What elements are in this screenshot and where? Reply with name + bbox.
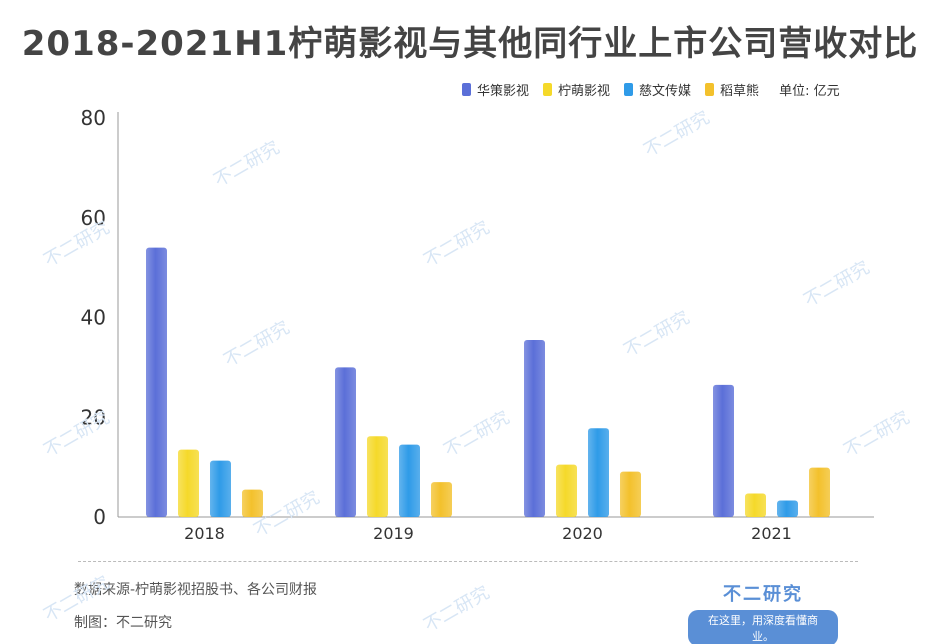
bar-2018-2 — [210, 460, 231, 517]
legend-label-huace: 华策影视 — [477, 83, 530, 99]
bar-2021-1 — [745, 493, 766, 517]
y-tick-label: 20 — [81, 405, 106, 429]
unit-label: 单位: 亿元 — [779, 83, 840, 99]
data-source: 数据来源-柠萌影视招股书、各公司财报 — [74, 582, 318, 598]
chart-maker: 制图：不二研究 — [74, 615, 172, 631]
legend-label-ciwen: 慈文传媒 — [639, 83, 692, 99]
bar-2019-1 — [367, 436, 388, 517]
legend-item-daocaoxiong: 稻草熊 — [705, 80, 759, 99]
legend-label-ningmeng: 柠萌影视 — [558, 83, 611, 99]
legend-item-ningmeng: 柠萌影视 — [543, 80, 610, 99]
chart-title: 2018-2021H1柠萌影视与其他同行业上市公司营收对比 — [21, 24, 919, 64]
watermark: 不二研究 — [420, 582, 494, 637]
bar-2021-0 — [713, 384, 734, 517]
x-tick-label: 2019 — [373, 524, 414, 543]
bar-2018-0 — [146, 247, 167, 518]
brand-logo: 不二研究 在这里，用深度看懂商业。 — [688, 580, 838, 644]
legend-swatch-daocaoxiong — [705, 82, 715, 96]
legend: 华策影视 柠萌影视 慈文传媒 稻草熊 单位: 亿元 — [462, 80, 840, 99]
bar-2020-1 — [556, 464, 577, 517]
bar-2018-3 — [242, 489, 263, 517]
x-tick-label: 2020 — [562, 524, 603, 543]
brand-name: 不二研究 — [723, 584, 803, 605]
y-tick-label: 60 — [81, 206, 106, 230]
y-tick-label: 0 — [93, 505, 106, 529]
x-tick-label: 2018 — [184, 524, 225, 543]
y-tick-label: 40 — [81, 306, 106, 330]
divider — [78, 561, 858, 562]
legend-item-huace: 华策影视 — [462, 80, 529, 99]
bar-2019-0 — [335, 367, 356, 517]
bar-chart: 0 20 40 60 80 2018 2019 2020 2021 — [81, 106, 874, 543]
bar-2018-1 — [178, 449, 199, 517]
legend-swatch-ciwen — [624, 82, 634, 96]
bar-2021-2 — [777, 500, 798, 517]
bar-2020-2 — [588, 428, 609, 517]
legend-item-ciwen: 慈文传媒 — [624, 80, 691, 99]
brand-slogan: 在这里，用深度看懂商业。 — [688, 610, 838, 644]
bar-2019-3 — [431, 482, 452, 517]
bar-2020-0 — [524, 339, 545, 517]
bar-2021-3 — [809, 467, 830, 517]
x-tick-label: 2021 — [751, 524, 792, 543]
legend-label-daocaoxiong: 稻草熊 — [720, 83, 760, 99]
y-tick-label: 80 — [81, 106, 106, 130]
legend-swatch-ningmeng — [543, 82, 553, 96]
bar-2019-2 — [399, 444, 420, 517]
bar-2020-3 — [620, 471, 641, 517]
legend-swatch-huace — [462, 82, 471, 96]
